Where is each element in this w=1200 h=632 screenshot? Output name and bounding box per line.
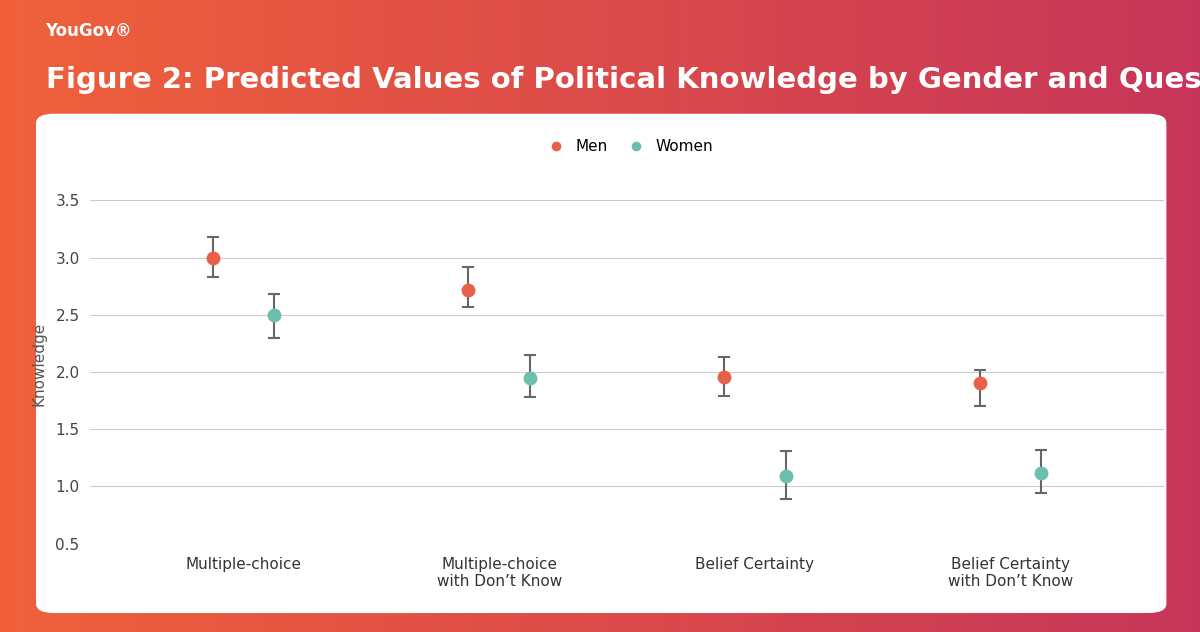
Y-axis label: Knowledge: Knowledge <box>32 321 47 406</box>
Text: Figure 2: Predicted Values of Political Knowledge by Gender and Question Format: Figure 2: Predicted Values of Political … <box>46 66 1200 94</box>
Legend: Men, Women: Men, Women <box>535 133 719 161</box>
Text: YouGov®: YouGov® <box>46 22 132 40</box>
